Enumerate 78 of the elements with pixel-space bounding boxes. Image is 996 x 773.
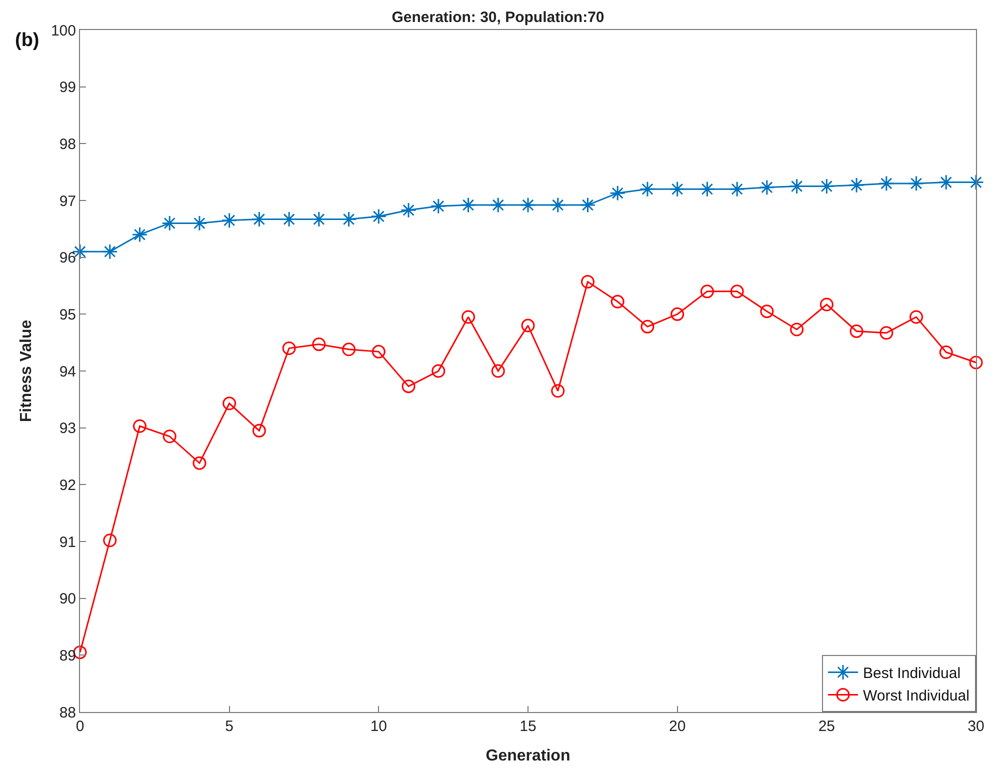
- y-tick-label: 96: [59, 250, 76, 267]
- text: (b): [15, 30, 40, 51]
- point: [760, 304, 774, 318]
- point: [551, 384, 565, 398]
- point: [968, 174, 984, 190]
- point: [550, 197, 566, 213]
- point: [910, 310, 924, 324]
- point: [700, 284, 714, 298]
- point: [402, 380, 416, 394]
- point: [939, 346, 953, 359]
- point: [132, 226, 148, 243]
- point: [342, 342, 356, 356]
- point: [820, 298, 834, 312]
- point: [848, 177, 864, 194]
- point: [132, 419, 146, 433]
- point: [400, 202, 416, 218]
- point: [222, 396, 236, 410]
- x-tick-label: 10: [370, 718, 388, 735]
- x-tick-label: 25: [818, 718, 836, 735]
- point: [699, 181, 716, 198]
- point: [610, 185, 626, 202]
- point: [432, 364, 446, 378]
- point: [850, 324, 864, 338]
- point: [372, 344, 386, 358]
- point: [370, 208, 387, 224]
- point: [521, 318, 535, 332]
- point: [162, 430, 176, 444]
- x-tick-label: 20: [668, 718, 686, 735]
- y-tick-label: 88: [59, 704, 76, 722]
- point: [103, 534, 117, 548]
- y-tick-label: 92: [59, 476, 76, 494]
- point: [192, 215, 208, 232]
- point: [491, 364, 505, 378]
- y-axis-title: Fitness Value: [18, 320, 35, 422]
- point: [669, 181, 686, 198]
- point: [640, 181, 656, 198]
- point: [102, 244, 118, 260]
- chart-title: Generation: 30, Population:70: [392, 9, 604, 26]
- point: [790, 322, 804, 336]
- x-tick-label: 30: [968, 718, 984, 735]
- point: [580, 197, 596, 213]
- legend-label: Worst Individual: [863, 688, 970, 705]
- x-tick-label: 0: [76, 718, 84, 735]
- point: [908, 176, 924, 192]
- point: [758, 179, 775, 196]
- point: [252, 424, 266, 438]
- x-tick-label: 5: [225, 718, 234, 735]
- x-tick-label: 15: [520, 718, 536, 735]
- point: [880, 326, 894, 340]
- y-tick-label: 94: [59, 363, 76, 380]
- point: [730, 284, 744, 298]
- point: [462, 310, 476, 324]
- point: [490, 197, 506, 213]
- point: [312, 338, 326, 352]
- point: [878, 176, 894, 192]
- x-axis-title: Generation: [486, 748, 570, 765]
- legend-label: Best Individual: [863, 665, 961, 682]
- y-tick-label: 91: [59, 534, 76, 551]
- point: [610, 294, 624, 308]
- y-tick-label: 95: [59, 306, 76, 324]
- point: [221, 212, 238, 228]
- point: [640, 320, 654, 334]
- y-tick-label: 99: [59, 79, 76, 96]
- point: [282, 342, 296, 356]
- point: [460, 197, 476, 213]
- y-tick-label: 93: [59, 420, 76, 438]
- point: [729, 181, 746, 198]
- y-tick-label: 90: [59, 590, 76, 608]
- point: [430, 198, 446, 214]
- point: [192, 456, 206, 470]
- y-tick-label: 97: [59, 192, 76, 210]
- y-tick-label: 98: [59, 136, 76, 153]
- point: [520, 197, 536, 213]
- y-tick-label: 100: [50, 22, 76, 40]
- y-tick-label: 89: [59, 647, 76, 664]
- point: [670, 307, 684, 321]
- point: [969, 356, 983, 370]
- point: [580, 275, 594, 289]
